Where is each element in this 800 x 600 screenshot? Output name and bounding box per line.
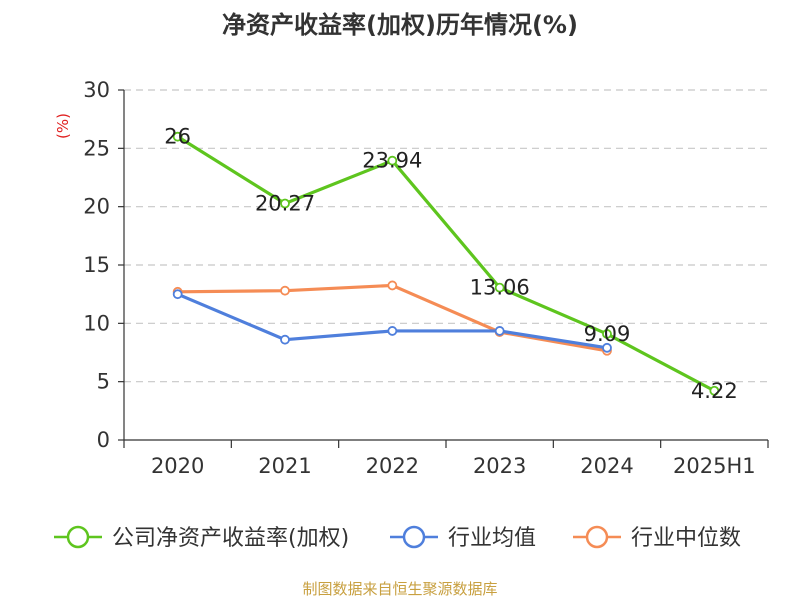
data-label: 23.94 [362, 149, 422, 173]
legend-label: 公司净资产收益率(加权) [112, 526, 349, 551]
y-tick-label: 30 [83, 78, 110, 102]
legend-item-1[interactable]: 行业均值 [390, 525, 536, 551]
legend-item-2[interactable]: 行业中位数 [573, 525, 741, 551]
legend: 公司净资产收益率(加权) 行业均值 行业中位数 [54, 525, 741, 551]
axes: 0 5 10 15 20 25 30 2020 2021 2022 2023 2024 2025H1 [83, 78, 769, 478]
data-point [280, 198, 290, 209]
legend-label: 行业中位数 [631, 526, 741, 551]
legend-marker-icon [585, 525, 609, 549]
data-point [494, 326, 505, 336]
data-label: 26 [164, 125, 191, 149]
data-point [172, 131, 183, 142]
legend-item-0[interactable]: 公司净资产收益率(加权) [54, 525, 349, 551]
source-footer: 制图数据来自恒生聚源数据库 [302, 580, 497, 598]
legend-marker-icon [402, 525, 426, 549]
x-tick-label: 2024 [580, 454, 633, 478]
x-tick-label: 2022 [366, 454, 419, 478]
x-tick-label: 2020 [151, 454, 204, 478]
y-tick-label: 5 [97, 370, 110, 394]
y-tick-label: 10 [83, 311, 110, 335]
data-point [280, 334, 290, 345]
y-tick-label: 20 [83, 195, 110, 219]
data-point [387, 280, 398, 291]
data-point [387, 326, 398, 336]
data-point [602, 329, 612, 339]
data-point [387, 155, 398, 166]
data-point [709, 385, 720, 396]
series-line-2 [177, 283, 608, 353]
y-tick-label: 0 [97, 428, 110, 452]
chart-title: 净资产收益率(加权)历年情况(%) [222, 11, 578, 39]
data-label: 13.06 [470, 276, 530, 300]
data-label: 20.27 [255, 192, 315, 216]
x-tick-label: 2021 [258, 454, 311, 478]
data-labels: 26 20.27 23.94 13.06 9.09 4.22 [164, 125, 737, 403]
series-lines [172, 131, 720, 396]
grid-lines [124, 89, 768, 383]
data-label: 9.09 [584, 322, 631, 346]
x-tick-label: 2025H1 [673, 454, 756, 478]
y-tick-label: 15 [83, 253, 110, 277]
data-point [602, 342, 612, 353]
data-point [494, 282, 505, 293]
legend-marker-icon [66, 525, 90, 549]
legend-label: 行业均值 [448, 526, 536, 551]
data-point [172, 289, 183, 300]
data-point [280, 285, 290, 296]
data-label: 4.22 [691, 379, 738, 403]
y-axis-label: (%) [54, 113, 72, 139]
x-tick-label: 2023 [473, 454, 526, 478]
y-tick-label: 25 [83, 136, 110, 160]
series-line-0 [176, 135, 716, 393]
